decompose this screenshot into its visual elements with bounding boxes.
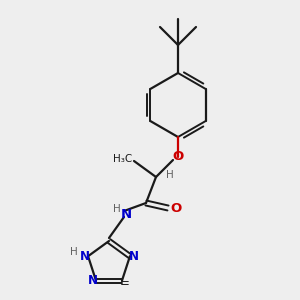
Text: H: H: [113, 204, 121, 214]
Text: H: H: [166, 170, 174, 180]
Text: N: N: [129, 250, 139, 263]
Text: H: H: [70, 247, 78, 257]
Text: N: N: [80, 250, 90, 263]
Text: H₃C: H₃C: [113, 154, 132, 164]
Text: N: N: [88, 274, 98, 287]
Text: O: O: [170, 202, 182, 214]
Text: =: =: [120, 277, 130, 290]
Text: N: N: [120, 208, 132, 220]
Text: O: O: [172, 151, 184, 164]
